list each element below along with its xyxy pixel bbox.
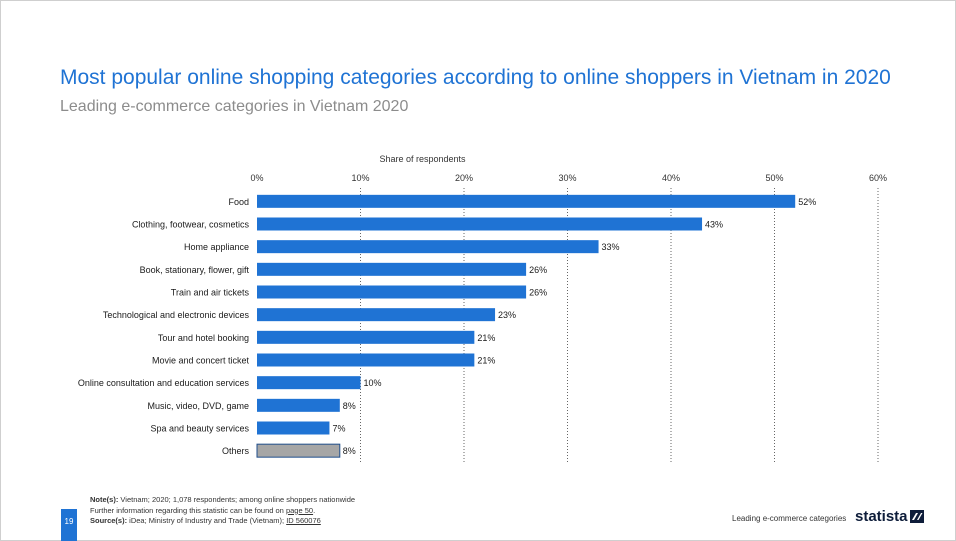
note-text: Vietnam; 2020; 1,078 respondents; among …	[118, 495, 356, 504]
category-label: Movie and concert ticket	[152, 356, 250, 366]
data-label: 43%	[705, 220, 723, 230]
category-label: Home appliance	[184, 242, 249, 252]
statista-logo: statista	[855, 508, 924, 525]
page-number: 19	[61, 509, 77, 541]
bar	[257, 217, 703, 231]
bar	[256, 443, 341, 458]
category-label: Train and air tickets	[171, 288, 250, 298]
further-text: Further information regarding this stati…	[90, 505, 286, 515]
category-label: Tour and hotel booking	[158, 333, 249, 343]
category-label: Others	[222, 446, 250, 456]
data-label: 26%	[529, 288, 547, 298]
x-tick-label: 40%	[662, 173, 680, 183]
footer-label: Leading e-commerce categories	[732, 514, 847, 523]
further-end: .	[313, 505, 316, 515]
source-label: Source(s):	[90, 516, 128, 525]
x-tick-label: 30%	[558, 173, 576, 183]
data-label: 52%	[798, 197, 816, 207]
statista-logo-icon	[909, 510, 924, 523]
chart-title: Most popular online shopping categories …	[60, 66, 891, 89]
id-link[interactable]: ID 560076	[286, 516, 321, 525]
data-label: 21%	[477, 356, 495, 366]
category-label: Technological and electronic devices	[103, 310, 250, 320]
category-label: Music, video, DVD, game	[147, 401, 249, 411]
data-label: 21%	[477, 333, 495, 343]
x-tick-label: 60%	[869, 173, 887, 183]
category-label: Book, stationary, flower, gift	[140, 265, 250, 275]
x-tick-label: 50%	[765, 173, 783, 183]
brand-text: statista	[855, 508, 908, 525]
category-label: Clothing, footwear, cosmetics	[132, 220, 250, 230]
category-label: Online consultation and education servic…	[78, 378, 250, 388]
note-label: Note(s):	[90, 495, 119, 504]
x-tick-label: 10%	[351, 173, 369, 183]
data-label: 8%	[343, 446, 356, 456]
page-link[interactable]: page 50	[285, 505, 314, 515]
bar	[257, 240, 599, 254]
category-label: Spa and beauty services	[150, 424, 249, 434]
bar	[257, 194, 796, 208]
data-label: 8%	[343, 401, 356, 411]
bar	[257, 285, 527, 299]
source-text: iDea; Ministry of Industry and Trade (Vi…	[127, 516, 287, 525]
data-label: 10%	[364, 378, 382, 388]
bar	[257, 262, 527, 276]
bar	[257, 330, 475, 344]
bar	[257, 398, 340, 412]
x-tick-label: 0%	[250, 173, 263, 183]
x-tick-label: 20%	[455, 173, 473, 183]
data-label: 33%	[602, 242, 620, 252]
footnote: Note(s): Vietnam; 2020; 1,078 respondent…	[90, 495, 355, 527]
category-label: Food	[228, 197, 249, 207]
bar	[257, 308, 496, 322]
bar	[257, 353, 475, 367]
bar	[257, 421, 330, 435]
data-label: 7%	[332, 424, 345, 434]
x-axis-title: Share of respondents	[379, 154, 466, 164]
data-label: 26%	[529, 265, 547, 275]
bar	[257, 376, 361, 390]
data-label: 23%	[498, 310, 516, 320]
chart-subtitle: Leading e-commerce categories in Vietnam…	[60, 98, 409, 115]
